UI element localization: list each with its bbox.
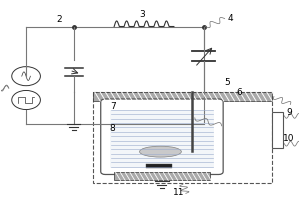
- Text: 10: 10: [283, 134, 295, 143]
- Text: 4: 4: [228, 14, 233, 23]
- Text: 7: 7: [110, 102, 116, 111]
- Text: 9: 9: [286, 108, 292, 117]
- Ellipse shape: [140, 146, 182, 157]
- Bar: [93, 92, 272, 101]
- Text: 11: 11: [172, 188, 184, 197]
- Bar: [110, 110, 214, 168]
- Bar: [114, 172, 210, 180]
- Text: 5: 5: [225, 78, 230, 87]
- Bar: [272, 112, 283, 148]
- FancyBboxPatch shape: [101, 99, 223, 174]
- Text: 6: 6: [237, 88, 242, 97]
- Text: 2: 2: [56, 15, 62, 24]
- Bar: [146, 164, 172, 168]
- Text: 3: 3: [140, 10, 146, 19]
- Text: 8: 8: [110, 124, 116, 133]
- Bar: [93, 92, 272, 183]
